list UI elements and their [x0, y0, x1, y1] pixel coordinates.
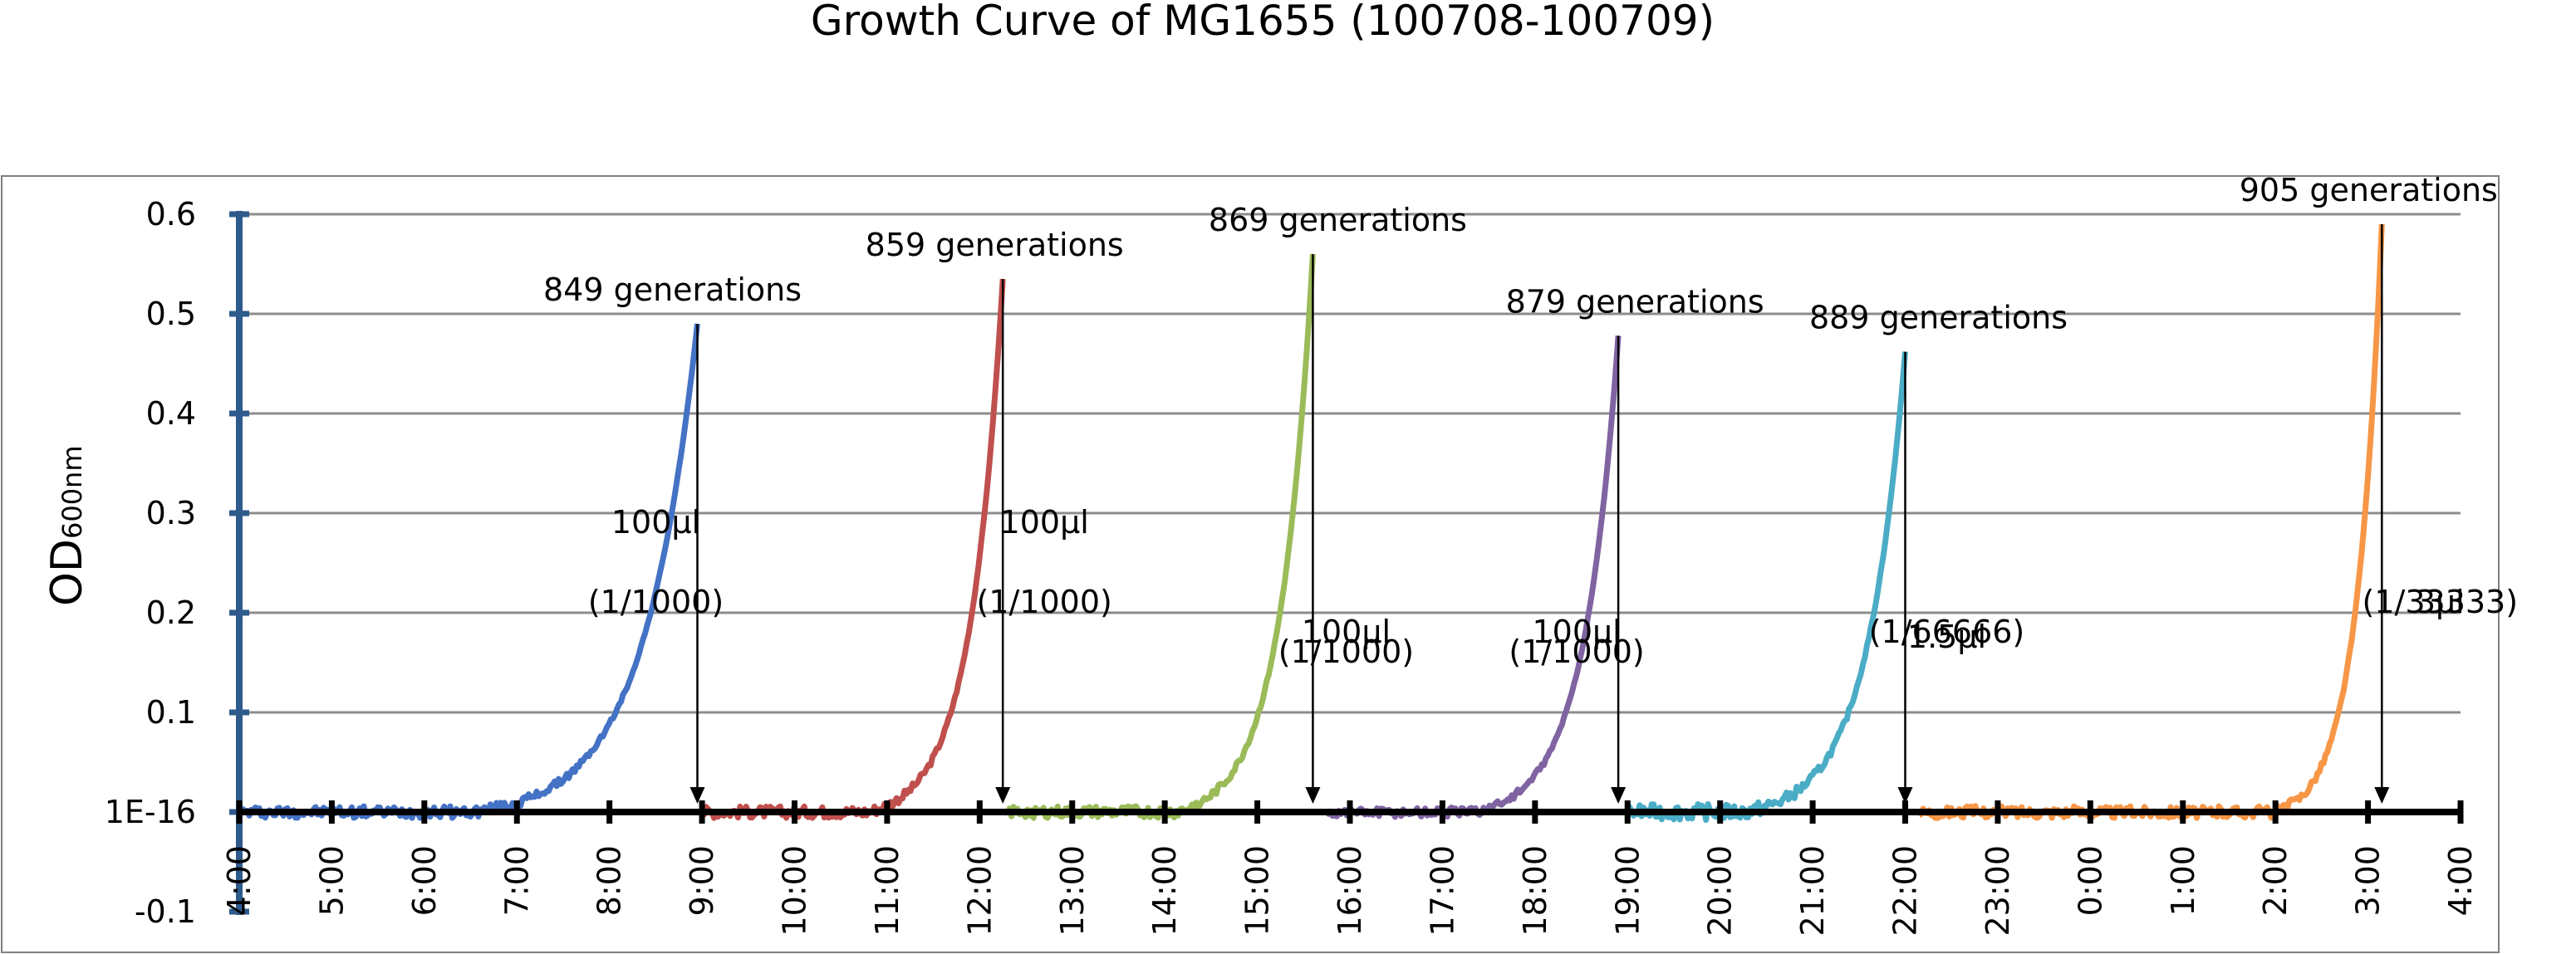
x-tick-label: 9:00 [684, 845, 720, 916]
series-line [1625, 351, 1908, 824]
x-tick-label: 21:00 [1794, 845, 1831, 937]
dilution-label: (1/66666) [1869, 614, 2025, 650]
dilution-label: (1/1000) [1278, 634, 1414, 670]
x-tick-label: 8:00 [591, 845, 628, 916]
generation-label: 849 generations [543, 272, 802, 308]
y-tick-label: 0.4 [146, 395, 196, 432]
dilution-arrow-head [1611, 787, 1627, 804]
generation-label: 905 generations [2240, 172, 2498, 208]
x-tick-label: 12:00 [961, 845, 998, 937]
x-tick-label: 11:00 [869, 845, 905, 937]
dilution-label: (1/1000) [588, 584, 724, 620]
x-tick-label: 14:00 [1146, 845, 1183, 937]
y-tick-label: 1E-16 [105, 794, 196, 830]
dilution-arrow-head [2374, 787, 2390, 804]
x-tick-label: 17:00 [1424, 845, 1460, 937]
x-tick-label: 22:00 [1887, 845, 1924, 937]
transfer-volume-label: 1.5μl [1907, 619, 1986, 655]
x-tick-label: 4:00 [221, 845, 258, 916]
plot-frame [1, 175, 2500, 953]
generation-label: 869 generations [1209, 202, 1467, 238]
series-line [1323, 335, 1622, 820]
y-tick-label: 0.5 [146, 296, 196, 332]
series-line [701, 278, 1006, 821]
dilution-label: (1/1000) [1509, 634, 1644, 670]
x-tick-label: 13:00 [1054, 845, 1091, 937]
transfer-volume-label: 100μl [611, 504, 700, 541]
gridlines [239, 213, 2461, 714]
transfer-volume-label: 3μl [2416, 584, 2465, 620]
axes: -0.1 1E-16 0.1 0.2 0.3 0.4 0.5 0.6 4:00 5:00 6:00 7… [105, 196, 2479, 937]
y-tick-label: 0.6 [146, 196, 196, 232]
y-axis-label: OD600nm [42, 445, 92, 606]
generation-label: 859 generations [866, 227, 1124, 263]
generation-label: 879 generations [1506, 283, 1764, 320]
x-tick-label: 15:00 [1239, 845, 1276, 937]
x-tick-label: 19:00 [1609, 845, 1646, 937]
x-tick-label: 20:00 [1702, 845, 1739, 937]
series-line [236, 323, 700, 821]
transfer-volume-label: 100μl [1302, 614, 1391, 650]
y-axis-label-main: OD [42, 539, 92, 606]
x-tick-label: 1:00 [2165, 845, 2201, 916]
x-tick-label: 5:00 [313, 845, 350, 916]
transfer-volume-label: 100μl [1000, 504, 1089, 541]
transfer-volume-label: 100μl [1532, 614, 1621, 650]
dilution-label: (1/33333) [2363, 584, 2519, 620]
x-tick-label: 2:00 [2257, 845, 2294, 916]
y-tick-label: 0.1 [146, 694, 196, 731]
x-tick-label: 16:00 [1332, 845, 1368, 937]
x-tick-label: 7:00 [498, 845, 535, 916]
y-tick-label: 0.2 [146, 594, 196, 631]
y-axis-label-sub: 600nm [56, 445, 88, 539]
y-tick-label: -0.1 [135, 893, 196, 930]
x-tick-label: 18:00 [1517, 845, 1553, 937]
dilution-arrow-head [1897, 787, 1913, 804]
dilution-arrow-head [689, 787, 705, 804]
x-tick-label: 0:00 [2072, 845, 2108, 916]
chart-title: Growth Curve of MG1655 (100708-100709) [811, 0, 1715, 45]
y-tick-label: 0.3 [146, 495, 196, 531]
x-tick-label: 6:00 [406, 845, 443, 916]
x-tick-label: 23:00 [1980, 845, 2016, 937]
dilution-arrow-head [995, 787, 1011, 804]
x-tick-label: 3:00 [2350, 845, 2387, 916]
dilution-arrow-head [1305, 787, 1321, 804]
generation-label: 889 generations [1809, 300, 2068, 336]
dilution-label: (1/1000) [977, 584, 1112, 620]
x-tick-label: 4:00 [2442, 845, 2479, 916]
x-tick-label: 10:00 [777, 845, 813, 937]
